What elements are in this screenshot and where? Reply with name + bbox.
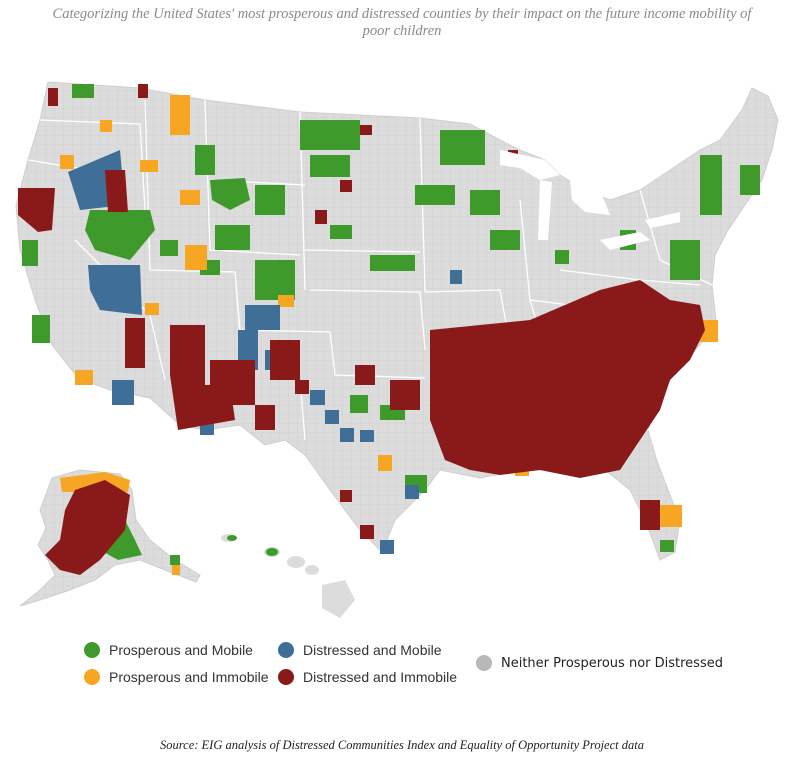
us-county-map [15,81,779,618]
counties-distressed-immobile [18,84,705,575]
legend-swatch [476,655,492,671]
counties-prosperous-mobile [22,84,760,565]
legend-distressed-mobile: Distressed and Mobile [278,642,442,658]
legend-label: Prosperous and Mobile [109,642,253,658]
map-subtitle: Categorizing the United States' most pro… [52,6,752,39]
great-lakes [500,150,680,250]
legend-label: Prosperous and Immobile [109,669,269,685]
hawaii-islands [221,534,355,618]
legend-label: Distressed and Mobile [303,642,442,658]
legend-swatch [84,669,100,685]
legend-swatch [84,642,100,658]
legend-label: Neither Prosperous nor Distressed [501,655,723,671]
legend-swatch [278,669,294,685]
legend-distressed-immobile: Distressed and Immobile [278,669,457,685]
legend-swatch [278,642,294,658]
legend-prosperous-immobile: Prosperous and Immobile [84,669,269,685]
legend-neither: Neither Prosperous nor Distressed [476,655,723,671]
source-note: Source: EIG analysis of Distressed Commu… [160,738,644,752]
legend-prosperous-mobile: Prosperous and Mobile [84,642,253,658]
legend-label: Distressed and Immobile [303,669,458,685]
